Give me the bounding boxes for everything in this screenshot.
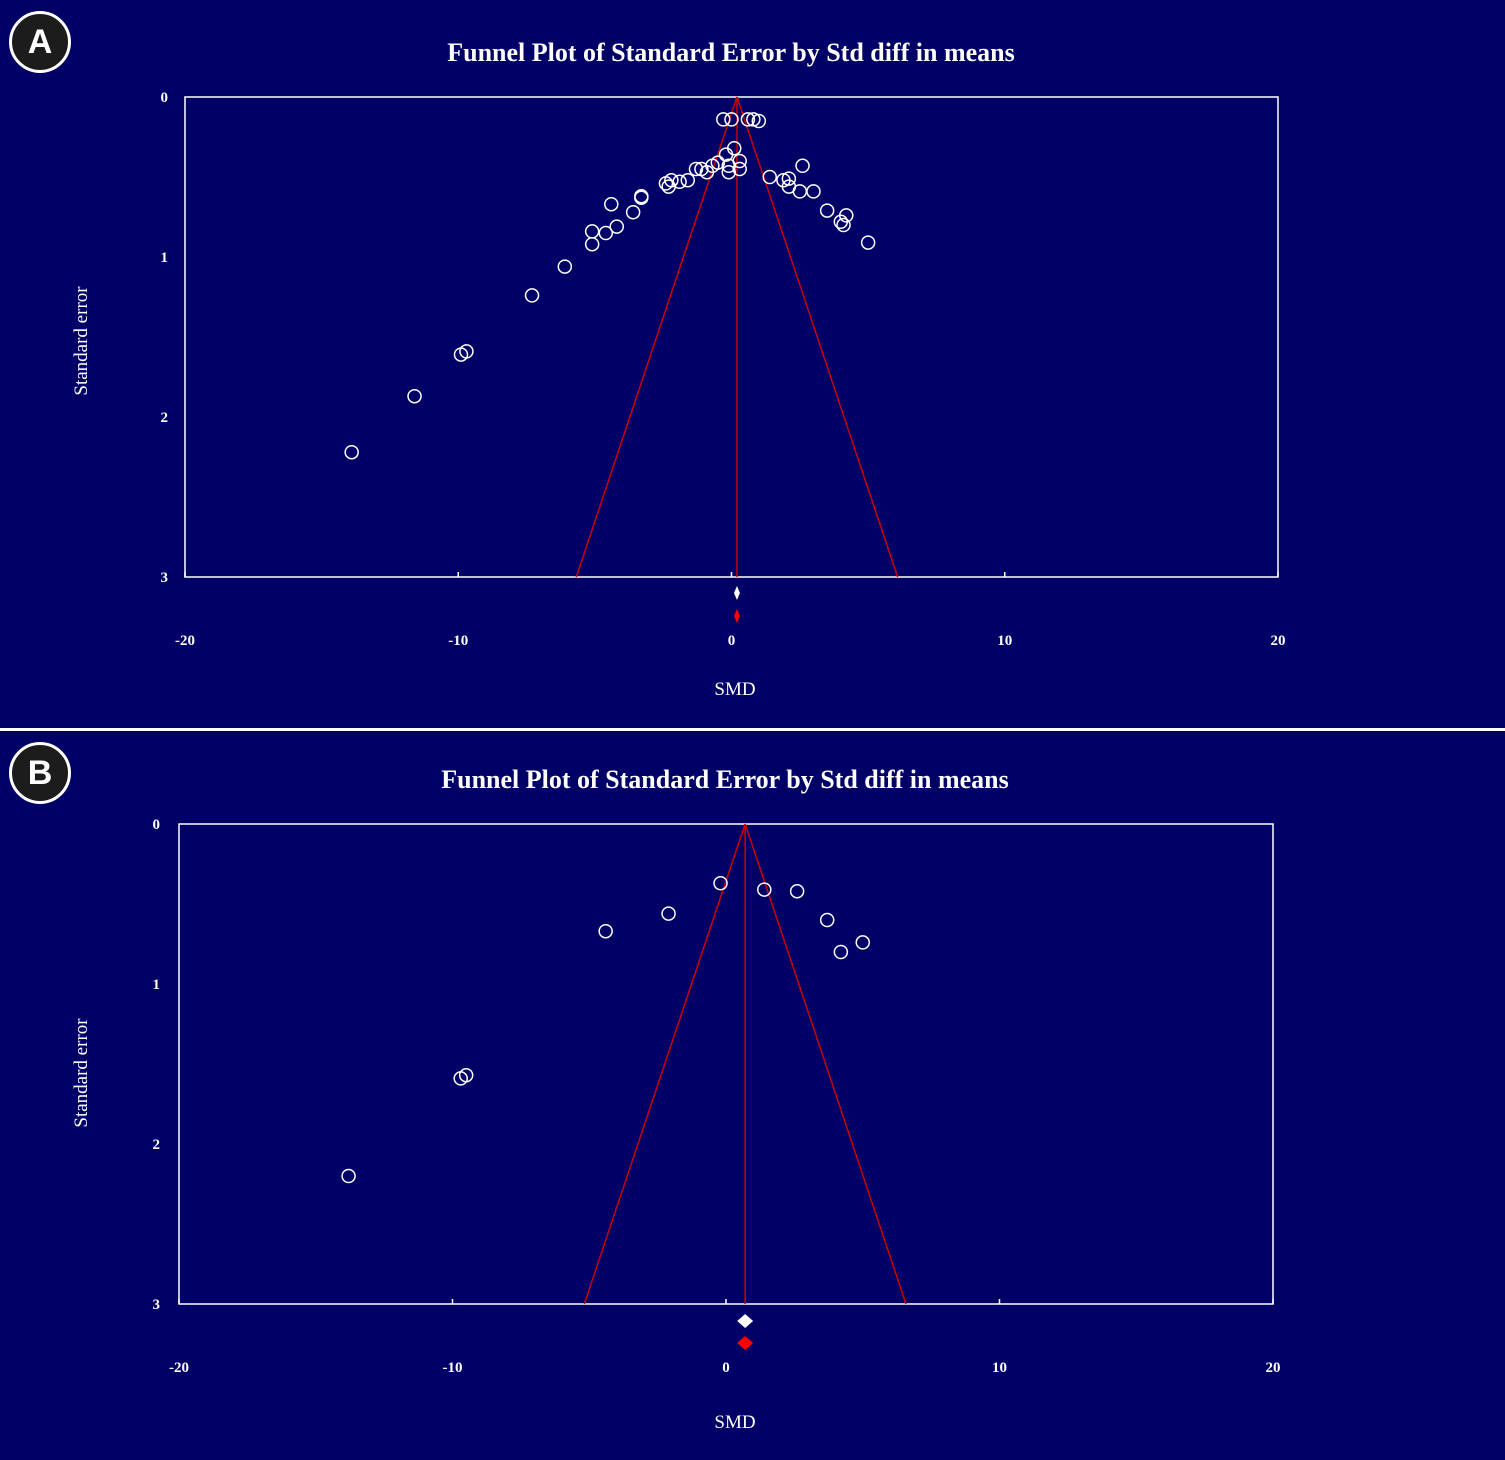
y-tick-label: 1 bbox=[153, 977, 161, 993]
study-point bbox=[806, 184, 821, 199]
study-point bbox=[740, 112, 756, 127]
study-point bbox=[598, 923, 613, 939]
study-point bbox=[524, 288, 540, 303]
study-point bbox=[661, 906, 676, 921]
plot-frame bbox=[184, 96, 1279, 578]
chart-title: Funnel Plot of Standard Error by Std dif… bbox=[441, 765, 1009, 794]
study-point bbox=[751, 113, 767, 129]
study-point bbox=[718, 147, 734, 162]
y-tick-label: 3 bbox=[161, 570, 169, 586]
panel-label-b: B bbox=[9, 742, 71, 804]
study-point bbox=[726, 140, 742, 156]
study-point bbox=[658, 176, 674, 191]
study-point bbox=[604, 196, 619, 212]
x-tick-label: 0 bbox=[728, 633, 736, 649]
x-tick-label: 20 bbox=[1266, 1360, 1281, 1376]
study-point bbox=[453, 347, 469, 362]
study-point bbox=[716, 112, 731, 127]
x-tick-label: -20 bbox=[175, 633, 195, 649]
study-point bbox=[557, 259, 573, 274]
study-point bbox=[407, 388, 422, 404]
study-point bbox=[732, 161, 747, 177]
study-point bbox=[792, 184, 808, 199]
panel-label-a: A bbox=[9, 11, 71, 73]
funnel-right-line bbox=[744, 823, 907, 1305]
study-point bbox=[598, 225, 614, 241]
study-point bbox=[609, 219, 624, 234]
study-point bbox=[344, 444, 359, 460]
study-point bbox=[721, 164, 737, 180]
study-point bbox=[341, 1168, 356, 1184]
x-axis-label: SMD bbox=[714, 1412, 755, 1433]
study-point bbox=[724, 112, 739, 127]
study-point bbox=[836, 217, 851, 233]
panel-b: B Funnel Plot of Standard Error by Std d… bbox=[0, 731, 1505, 1460]
y-axis-label: Standard error bbox=[71, 1018, 92, 1128]
y-tick-label: 1 bbox=[161, 250, 169, 266]
x-tick-label: 10 bbox=[992, 1360, 1007, 1376]
panel-a: A Funnel Plot of Standard Error by Std d… bbox=[0, 0, 1505, 728]
study-point bbox=[789, 883, 805, 899]
study-point bbox=[833, 944, 849, 960]
y-tick-label: 2 bbox=[153, 1137, 161, 1153]
study-point bbox=[781, 171, 797, 186]
y-tick-label: 3 bbox=[153, 1297, 161, 1313]
study-point bbox=[699, 164, 715, 180]
study-point bbox=[688, 161, 704, 177]
study-point bbox=[634, 190, 649, 206]
x-tick-label: 10 bbox=[997, 633, 1012, 649]
y-axis-label: Standard error bbox=[71, 286, 92, 396]
y-tick-label: 0 bbox=[161, 90, 169, 106]
x-tick-label: 0 bbox=[722, 1360, 730, 1376]
funnel-left-line bbox=[583, 823, 746, 1305]
study-point bbox=[680, 172, 696, 188]
y-tick-label: 2 bbox=[161, 410, 169, 426]
chart-title: Funnel Plot of Standard Error by Std dif… bbox=[447, 38, 1015, 67]
study-point bbox=[661, 179, 676, 194]
study-point bbox=[819, 203, 835, 218]
x-tick-label: -20 bbox=[169, 1360, 189, 1376]
study-point bbox=[819, 912, 835, 928]
study-point bbox=[839, 208, 854, 223]
x-tick-label: 20 bbox=[1271, 633, 1286, 649]
study-point bbox=[713, 875, 728, 891]
x-axis-label: SMD bbox=[714, 679, 755, 700]
adjusted-summary-diamond bbox=[733, 609, 740, 623]
study-point bbox=[746, 112, 761, 127]
x-tick-label: -10 bbox=[448, 633, 468, 649]
observed-summary-diamond bbox=[733, 586, 740, 600]
study-point bbox=[453, 1071, 468, 1086]
adjusted-summary-diamond bbox=[737, 1336, 754, 1350]
study-point bbox=[625, 204, 641, 220]
study-point bbox=[860, 235, 876, 250]
study-point bbox=[795, 158, 810, 174]
plot-frame bbox=[178, 823, 1274, 1305]
study-point bbox=[721, 158, 737, 174]
funnel-plot-a: Funnel Plot of Standard Error by Std dif… bbox=[71, 38, 1286, 700]
y-tick-label: 0 bbox=[153, 817, 161, 833]
study-point bbox=[584, 236, 600, 252]
funnel-plot-b: Funnel Plot of Standard Error by Std dif… bbox=[71, 765, 1281, 1433]
funnel-right-line bbox=[736, 96, 899, 578]
observed-summary-diamond bbox=[737, 1314, 754, 1328]
x-tick-label: -10 bbox=[443, 1360, 463, 1376]
study-point bbox=[762, 169, 778, 185]
study-point bbox=[855, 935, 870, 950]
study-point bbox=[757, 882, 772, 897]
study-point bbox=[584, 224, 600, 239]
